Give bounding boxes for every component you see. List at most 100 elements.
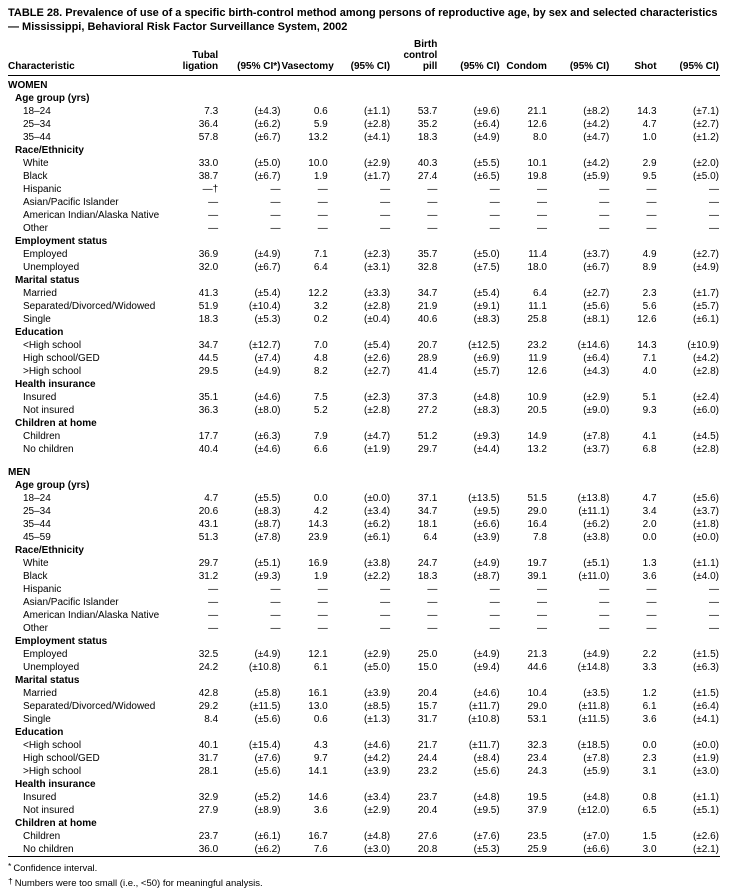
- cell-value: —: [427, 197, 438, 208]
- cell-value: (±0.0): [692, 532, 719, 543]
- cell-value: 16.7: [308, 831, 328, 842]
- cell-value: 0.0: [642, 532, 657, 543]
- cell-value: (±8.7): [254, 519, 281, 530]
- cell-value: (±4.9): [473, 132, 500, 143]
- table-row: Hispanic — — — — — — — — — —: [8, 583, 720, 596]
- cell-value: 20.8: [417, 844, 438, 855]
- cell-value: —: [536, 210, 547, 221]
- cell-value: (±2.8): [364, 405, 391, 416]
- cell-value: 5.6: [642, 301, 657, 312]
- table-row: Married 41.3 (±5.4) 12.2 (±3.3) 34.7 (±5.4) 6.4…: [8, 287, 720, 300]
- row-label: Children: [23, 431, 61, 442]
- table-row: Married 42.8 (±5.8) 16.1 (±3.9) 20.4 (±4.6) 10.…: [8, 687, 720, 700]
- cell-value: 51.9: [198, 301, 219, 312]
- cell-value: 53.7: [417, 106, 438, 117]
- cell-value: (±6.2): [254, 119, 281, 130]
- cell-value: (±4.5): [692, 431, 719, 442]
- row-label: Employed: [23, 649, 68, 660]
- row-label: Insured: [23, 792, 57, 803]
- cell-value: (±2.8): [364, 301, 391, 312]
- cell-value: (±11.5): [578, 714, 610, 725]
- cell-value: 35.1: [198, 392, 219, 403]
- row-label: High school/GED: [23, 753, 100, 764]
- row-label: >High school: [23, 366, 82, 377]
- cell-value: 19.8: [527, 171, 547, 182]
- table-row: Black 31.2 (±9.3) 1.9 (±2.2) 18.3 (±8.7) 39.1 (±…: [8, 570, 720, 583]
- row-label: Other: [23, 623, 49, 634]
- cell-value: 3.6: [642, 571, 657, 582]
- row-label: No children: [23, 444, 74, 455]
- cell-value: (±11.7): [468, 740, 500, 751]
- column-header: (95% CI*): [219, 39, 282, 76]
- cell-value: (±14.6): [577, 340, 610, 351]
- cell-value: —: [208, 597, 219, 608]
- cell-value: 34.7: [198, 340, 219, 351]
- cell-value: (±12.5): [468, 340, 500, 351]
- table-row: No children 36.0 (±6.2) 7.6 (±3.0) 20.8 (±5.3)…: [8, 843, 720, 857]
- row-label: <High school: [23, 740, 82, 751]
- cell-value: 40.3: [417, 158, 438, 169]
- cell-value: 5.2: [313, 405, 328, 416]
- cell-value: 1.2: [642, 688, 657, 699]
- cell-value: 29.7: [417, 444, 438, 455]
- cell-value: (±4.9): [473, 558, 500, 569]
- cell-value: (±6.1): [254, 831, 281, 842]
- cell-value: 28.1: [198, 766, 219, 777]
- table-row: Children 17.7 (±6.3) 7.9 (±4.7) 51.2 (±9.3) 14.…: [8, 430, 720, 443]
- cell-value: (±5.4): [473, 288, 500, 299]
- cell-value: 0.0: [642, 740, 657, 751]
- cell-value: (±6.9): [473, 353, 500, 364]
- cell-value: (±3.0): [692, 766, 719, 777]
- group-header-row: Children at home: [8, 817, 720, 830]
- cell-value: 23.7: [198, 831, 219, 842]
- table-row: Not insured 36.3 (±8.0) 5.2 (±2.8) 27.2 (±8.3)…: [8, 404, 720, 417]
- cell-value: 33.0: [198, 158, 219, 169]
- group-header-row: Children at home: [8, 417, 720, 430]
- cell-value: (±4.6): [473, 688, 500, 699]
- cell-value: (±2.3): [364, 392, 391, 403]
- cell-value: (±7.8): [583, 753, 610, 764]
- cell-value: (±3.4): [364, 506, 391, 517]
- cell-value: —: [599, 584, 610, 595]
- cell-value: 41.4: [417, 366, 438, 377]
- cell-value: 13.2: [527, 444, 547, 455]
- cell-value: (±2.6): [364, 353, 391, 364]
- cell-value: (±3.7): [583, 249, 610, 260]
- table-row: Unemployed 32.0 (±6.7) 6.4 (±3.1) 32.8 (±7.5) 1…: [8, 261, 720, 274]
- cell-value: 27.6: [417, 831, 438, 842]
- cell-value: 53.1: [527, 714, 547, 725]
- cell-value: 14.1: [308, 766, 328, 777]
- cell-value: —: [536, 197, 547, 208]
- cell-value: (±1.9): [692, 753, 719, 764]
- cell-value: (±5.5): [473, 158, 500, 169]
- table-row: >High school 28.1 (±5.6) 14.1 (±3.9) 23.2 (±5.…: [8, 765, 720, 778]
- cell-value: (±4.8): [473, 392, 500, 403]
- cell-value: 7.1: [313, 249, 328, 260]
- cell-value: (±5.7): [473, 366, 500, 377]
- row-label: 25–34: [23, 506, 51, 517]
- cell-value: 32.3: [527, 740, 547, 751]
- cell-value: (±4.9): [254, 649, 281, 660]
- table-row: 35–44 57.8 (±6.7) 13.2 (±4.1) 18.3 (±4.9) 8.0 (±…: [8, 131, 720, 144]
- cell-value: —: [489, 597, 500, 608]
- cell-value: 51.3: [198, 532, 219, 543]
- cell-value: (±9.5): [473, 805, 500, 816]
- data-table: Characteristic Tubal ligation (95% CI*) Vas…: [8, 39, 720, 857]
- cell-value: (±6.2): [364, 519, 391, 530]
- cell-value: —: [208, 210, 219, 221]
- cell-value: (±2.0): [692, 158, 719, 169]
- cell-value: 2.2: [642, 649, 657, 660]
- cell-value: 36.4: [198, 119, 219, 130]
- cell-value: 24.4: [417, 753, 438, 764]
- cell-value: 12.6: [527, 119, 547, 130]
- cell-value: —: [380, 184, 391, 195]
- cell-value: —: [489, 210, 500, 221]
- cell-value: (±2.9): [364, 805, 391, 816]
- cell-value: 25.8: [527, 314, 547, 325]
- cell-value: 29.0: [527, 701, 547, 712]
- group-header-label: Education: [15, 327, 64, 338]
- cell-value: (±6.2): [583, 519, 610, 530]
- group-header-row: Employment status: [8, 235, 720, 248]
- cell-value: (±1.2): [692, 132, 719, 143]
- cell-value: 15.7: [417, 701, 438, 712]
